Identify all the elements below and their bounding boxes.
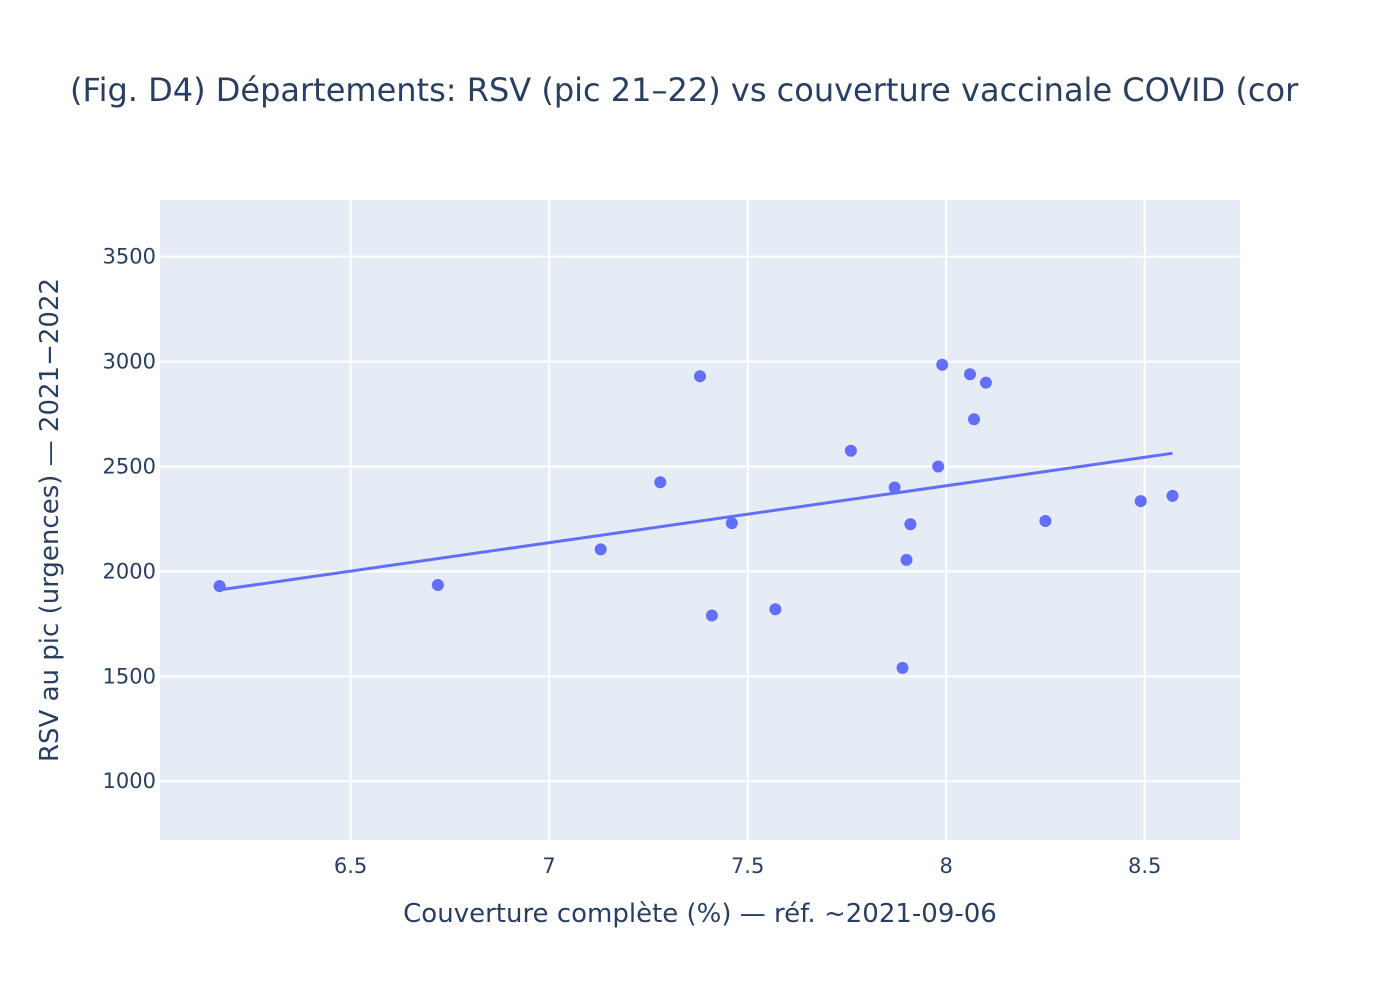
y-tick-label: 2000 xyxy=(103,559,156,583)
y-tick-label: 1000 xyxy=(103,769,156,793)
x-tick-labels: 6.5 7 7.5 8 8.5 xyxy=(334,854,1162,878)
y-tick-label: 1500 xyxy=(103,664,156,688)
x-gridlines xyxy=(349,200,1146,840)
y-axis-title: RSV au pic (urgences) — 2021−2022 xyxy=(35,278,65,762)
data-point xyxy=(968,413,980,426)
data-point xyxy=(896,661,909,674)
data-point xyxy=(964,368,976,381)
data-point xyxy=(900,553,913,566)
data-point xyxy=(1166,489,1179,502)
data-point xyxy=(979,376,992,389)
data-point xyxy=(694,370,706,383)
x-axis-title: Couverture complète (%) — réf. ~2021-09-… xyxy=(403,899,997,929)
data-point xyxy=(844,444,857,457)
x-tick-label: 8 xyxy=(939,854,952,878)
y-tick-label: 3500 xyxy=(103,245,156,269)
data-point xyxy=(431,579,444,591)
data-point xyxy=(888,481,901,494)
data-point xyxy=(705,609,718,622)
data-point xyxy=(904,518,917,531)
series-layer xyxy=(213,358,1179,674)
x-tick-label: 8.5 xyxy=(1128,854,1161,878)
chart-title: (Fig. D4) Départements: RSV (pic 21–22) … xyxy=(70,71,1299,109)
data-point xyxy=(1134,495,1147,508)
data-point xyxy=(654,476,667,489)
y-tick-label: 3000 xyxy=(103,350,156,374)
x-tick-label: 6.5 xyxy=(334,854,367,878)
x-tick-label: 7.5 xyxy=(731,854,764,878)
data-point xyxy=(213,580,226,593)
data-point xyxy=(936,358,949,371)
data-point xyxy=(725,517,738,530)
data-point xyxy=(594,543,607,556)
data-point xyxy=(1039,515,1052,527)
trend-line xyxy=(219,451,1173,592)
data-point xyxy=(769,603,782,616)
x-tick-label: 7 xyxy=(542,854,555,878)
data-point xyxy=(932,460,945,473)
y-tick-label: 2500 xyxy=(103,454,156,478)
y-tick-labels: 1000 1500 2000 2500 3000 3500 xyxy=(103,245,156,794)
